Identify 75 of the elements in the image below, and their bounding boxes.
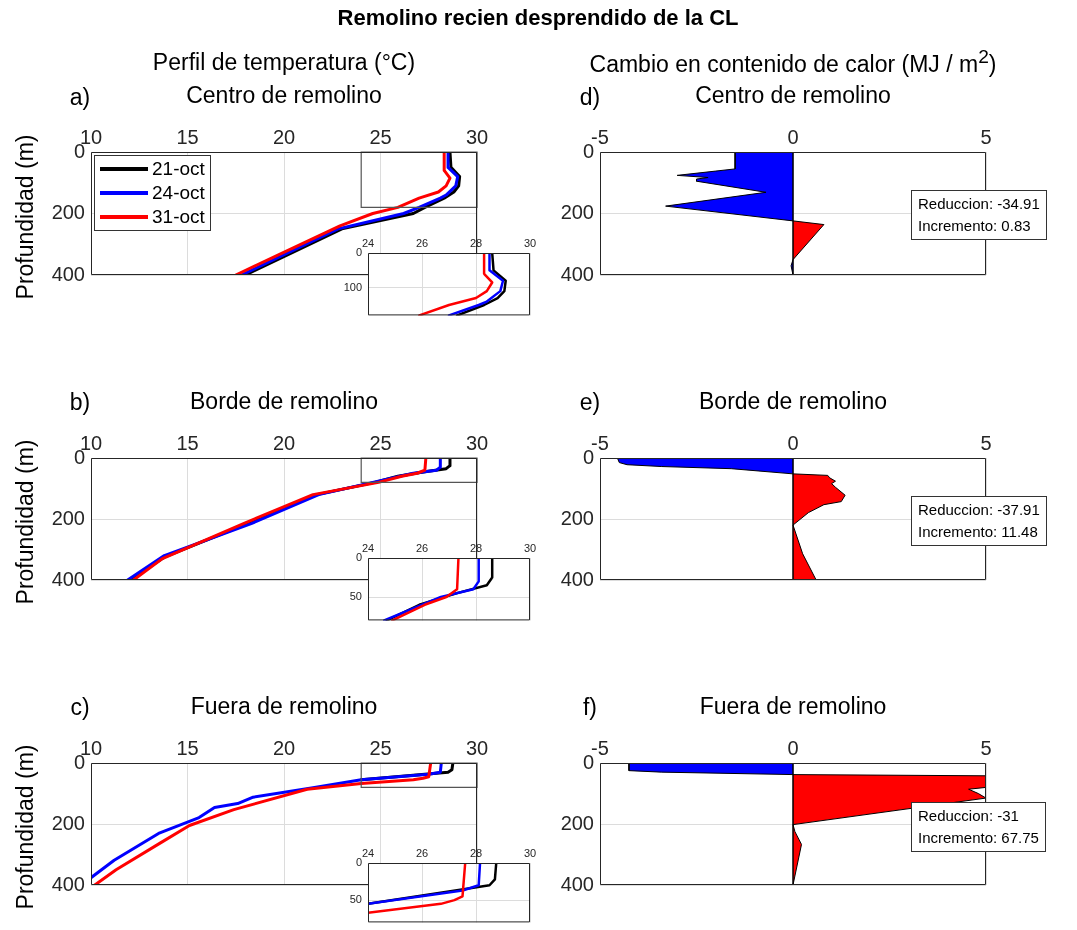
annotation: Reduccion: -31 — [918, 806, 1020, 826]
x-tick-label: 20 — [272, 431, 296, 454]
y-axis-title: Profundidad (m) — [11, 134, 39, 299]
x-tick-label: 26 — [415, 847, 429, 860]
text: Remolino recien desprendido de la CL — [337, 5, 739, 31]
x-tick-label: 25 — [369, 431, 392, 454]
y-tick-label: 0 — [582, 445, 594, 468]
chart-title: Centro de remolino — [186, 81, 382, 109]
chart-title: Borde de remolino — [699, 387, 887, 415]
y-tick-label: 200 — [51, 201, 85, 224]
y-tick-label: 0 — [355, 551, 362, 564]
text: d) — [579, 83, 601, 111]
y-axis-title: Profundidad (m) — [11, 744, 39, 910]
annotation: Reduccion: -34.91 — [918, 194, 1040, 214]
text: f) — [582, 693, 598, 721]
y-tick-label: 200 — [51, 506, 85, 529]
chart-title: Centro de remolino — [695, 81, 891, 109]
x-tick-label: 15 — [176, 736, 199, 759]
x-tick-label: 24 — [361, 542, 375, 555]
x-axis-title: Cambio en contenido de calor (MJ / m$^{2}$) — [589, 46, 997, 78]
x-tick-label: 5 — [980, 431, 992, 454]
y-tick-label: 200 — [560, 811, 594, 834]
x-tick-label: 26 — [415, 237, 429, 250]
x-tick-label: 5 — [980, 125, 992, 148]
y-tick-label: 0 — [355, 856, 362, 869]
chart-title: Fuera de remolino — [699, 692, 887, 720]
text: c) — [70, 693, 90, 721]
x-tick-label: 24 — [361, 847, 375, 860]
legend-label: 31-oct — [152, 206, 205, 228]
y-tick-label: 200 — [51, 811, 85, 834]
y-tick-label: 400 — [560, 872, 594, 895]
x-axis-title: Perfil de temperatura (°C) — [152, 48, 416, 76]
y-axis-title: Profundidad (m) — [11, 439, 39, 605]
y-tick-label: 400 — [560, 567, 594, 590]
text: e) — [579, 388, 601, 416]
y-tick-label: 0 — [582, 139, 594, 162]
y-tick-label: 0 — [582, 750, 594, 773]
annotation: Reduccion: -37.91 — [918, 500, 1040, 520]
legend-label: 24-oct — [152, 182, 205, 204]
legend-label: 21-oct — [152, 158, 205, 180]
x-tick-label: 25 — [369, 736, 392, 759]
x-tick-label: 26 — [415, 542, 429, 555]
x-tick-label: 30 — [465, 431, 489, 454]
annotation: Incremento: 11.48 — [918, 522, 1039, 542]
x-tick-label: 30 — [523, 847, 537, 860]
x-tick-label: 15 — [176, 125, 199, 148]
y-tick-label: 400 — [51, 567, 85, 590]
x-tick-label: 30 — [465, 125, 489, 148]
annotation: Incremento: 67.75 — [918, 828, 1039, 848]
x-tick-label: 24 — [361, 237, 375, 250]
chart-title: Borde de remolino — [190, 387, 378, 415]
x-tick-label: 0 — [787, 125, 799, 148]
y-tick-label: 100 — [343, 280, 362, 293]
text: b) — [69, 388, 91, 416]
x-tick-label: 25 — [369, 125, 392, 148]
y-tick-label: 50 — [349, 893, 362, 906]
x-tick-label: 20 — [272, 736, 296, 759]
x-tick-label: 15 — [176, 431, 199, 454]
x-tick-label: 30 — [465, 736, 489, 759]
x-tick-label: 0 — [787, 431, 799, 454]
chart-title: Fuera de remolino — [190, 692, 378, 720]
y-tick-label: 50 — [349, 590, 362, 603]
x-tick-label: 20 — [272, 125, 296, 148]
x-tick-label: 30 — [523, 542, 537, 555]
y-tick-label: 200 — [560, 201, 594, 224]
text: a) — [69, 83, 91, 111]
y-tick-label: 400 — [51, 262, 85, 285]
x-tick-label: 5 — [980, 736, 992, 759]
y-tick-label: 400 — [560, 262, 594, 285]
x-tick-label: 0 — [787, 736, 799, 759]
y-tick-label: 200 — [560, 506, 594, 529]
y-tick-label: 0 — [355, 246, 362, 259]
annotation: Incremento: 0.83 — [918, 216, 1032, 236]
y-tick-label: 400 — [51, 872, 85, 895]
x-tick-label: 30 — [523, 237, 537, 250]
